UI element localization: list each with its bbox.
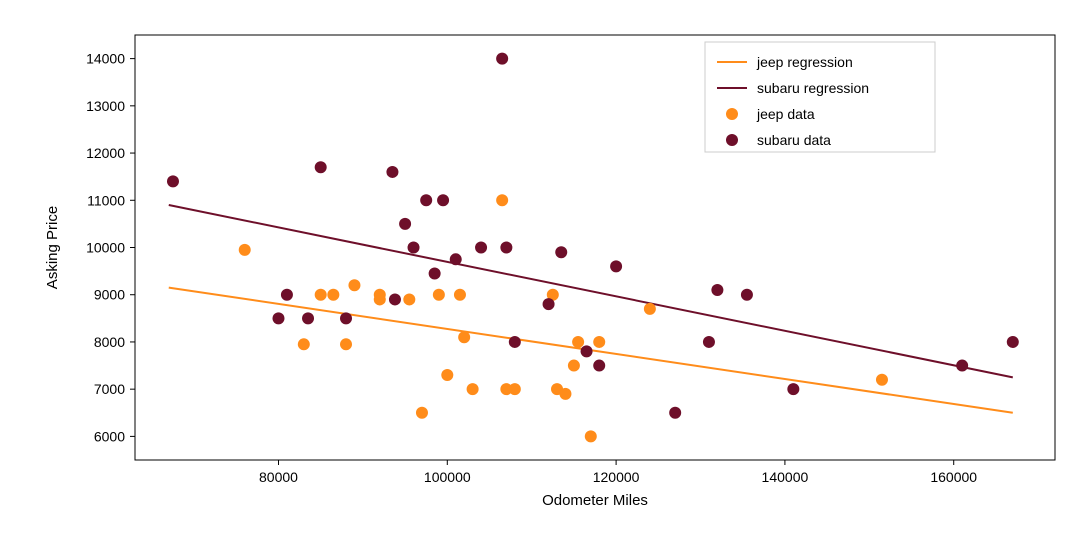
subaru-data-point bbox=[450, 253, 462, 265]
subaru-data-point bbox=[787, 383, 799, 395]
legend-label: jeep regression bbox=[756, 54, 853, 70]
jeep-data-point bbox=[644, 303, 656, 315]
jeep-data-point bbox=[327, 289, 339, 301]
subaru-data-point bbox=[272, 312, 284, 324]
jeep-data-point bbox=[568, 360, 580, 372]
jeep-data-point bbox=[559, 388, 571, 400]
x-tick-label: 80000 bbox=[259, 469, 298, 485]
y-axis-label: Asking Price bbox=[44, 206, 61, 289]
y-tick-label: 13000 bbox=[86, 98, 125, 114]
subaru-data-point bbox=[956, 360, 968, 372]
jeep-data-point bbox=[441, 369, 453, 381]
subaru-data-point bbox=[496, 53, 508, 65]
subaru-data-point bbox=[610, 260, 622, 272]
subaru-data-point bbox=[389, 293, 401, 305]
jeep-data-point bbox=[315, 289, 327, 301]
scatter-chart: 80000 100000 120000 140000 160000 6000 7000 800… bbox=[0, 0, 1080, 540]
jeep-data-point bbox=[585, 430, 597, 442]
subaru-data-point bbox=[509, 336, 521, 348]
subaru-data-point bbox=[1007, 336, 1019, 348]
subaru-data-point bbox=[669, 407, 681, 419]
subaru-data-point bbox=[581, 345, 593, 357]
jeep-data-point bbox=[467, 383, 479, 395]
y-tick-label: 9000 bbox=[94, 287, 125, 303]
y-tick-label: 7000 bbox=[94, 381, 125, 397]
x-tick-label: 120000 bbox=[593, 469, 640, 485]
jeep-data-point bbox=[593, 336, 605, 348]
y-tick-label: 10000 bbox=[86, 240, 125, 256]
subaru-data-point bbox=[281, 289, 293, 301]
subaru-data-point bbox=[167, 175, 179, 187]
jeep-data-point bbox=[298, 338, 310, 350]
subaru-data-point bbox=[437, 194, 449, 206]
jeep-data-point bbox=[572, 336, 584, 348]
y-tick-label: 14000 bbox=[86, 51, 125, 67]
subaru-data-point bbox=[555, 246, 567, 258]
y-tick-label: 6000 bbox=[94, 428, 125, 444]
subaru-data-point bbox=[741, 289, 753, 301]
subaru-data-point bbox=[593, 360, 605, 372]
subaru-data-point bbox=[399, 218, 411, 230]
x-axis-label: Odometer Miles bbox=[542, 492, 648, 509]
jeep-data-point bbox=[876, 374, 888, 386]
jeep-data-point bbox=[374, 289, 386, 301]
subaru-data-point bbox=[408, 242, 420, 254]
jeep-data-point bbox=[403, 293, 415, 305]
subaru-data-point bbox=[315, 161, 327, 173]
x-tick-label: 160000 bbox=[930, 469, 977, 485]
subaru-data-point bbox=[543, 298, 555, 310]
jeep-data-point bbox=[239, 244, 251, 256]
x-tick-label: 100000 bbox=[424, 469, 471, 485]
legend-label: jeep data bbox=[756, 106, 815, 122]
x-tick-label: 140000 bbox=[762, 469, 809, 485]
jeep-data-point bbox=[340, 338, 352, 350]
legend-marker-swatch bbox=[726, 108, 738, 120]
subaru-data-point bbox=[302, 312, 314, 324]
jeep-data-point bbox=[458, 331, 470, 343]
subaru-data-point bbox=[429, 267, 441, 279]
jeep-data-point bbox=[416, 407, 428, 419]
legend-label: subaru regression bbox=[757, 80, 869, 96]
jeep-data-point bbox=[509, 383, 521, 395]
chart-svg: 80000 100000 120000 140000 160000 6000 7000 800… bbox=[0, 0, 1080, 540]
subaru-data-point bbox=[420, 194, 432, 206]
y-tick-label: 8000 bbox=[94, 334, 125, 350]
jeep-data-point bbox=[433, 289, 445, 301]
y-tick-label: 11000 bbox=[87, 192, 125, 208]
legend-label: subaru data bbox=[757, 132, 831, 148]
subaru-data-point bbox=[500, 242, 512, 254]
y-tick-label: 12000 bbox=[86, 145, 125, 161]
subaru-data-point bbox=[475, 242, 487, 254]
jeep-data-point bbox=[454, 289, 466, 301]
subaru-data-point bbox=[386, 166, 398, 178]
subaru-data-point bbox=[340, 312, 352, 324]
subaru-data-point bbox=[703, 336, 715, 348]
legend-marker-swatch bbox=[726, 134, 738, 146]
subaru-data-point bbox=[711, 284, 723, 296]
jeep-data-point bbox=[496, 194, 508, 206]
jeep-data-point bbox=[348, 279, 360, 291]
